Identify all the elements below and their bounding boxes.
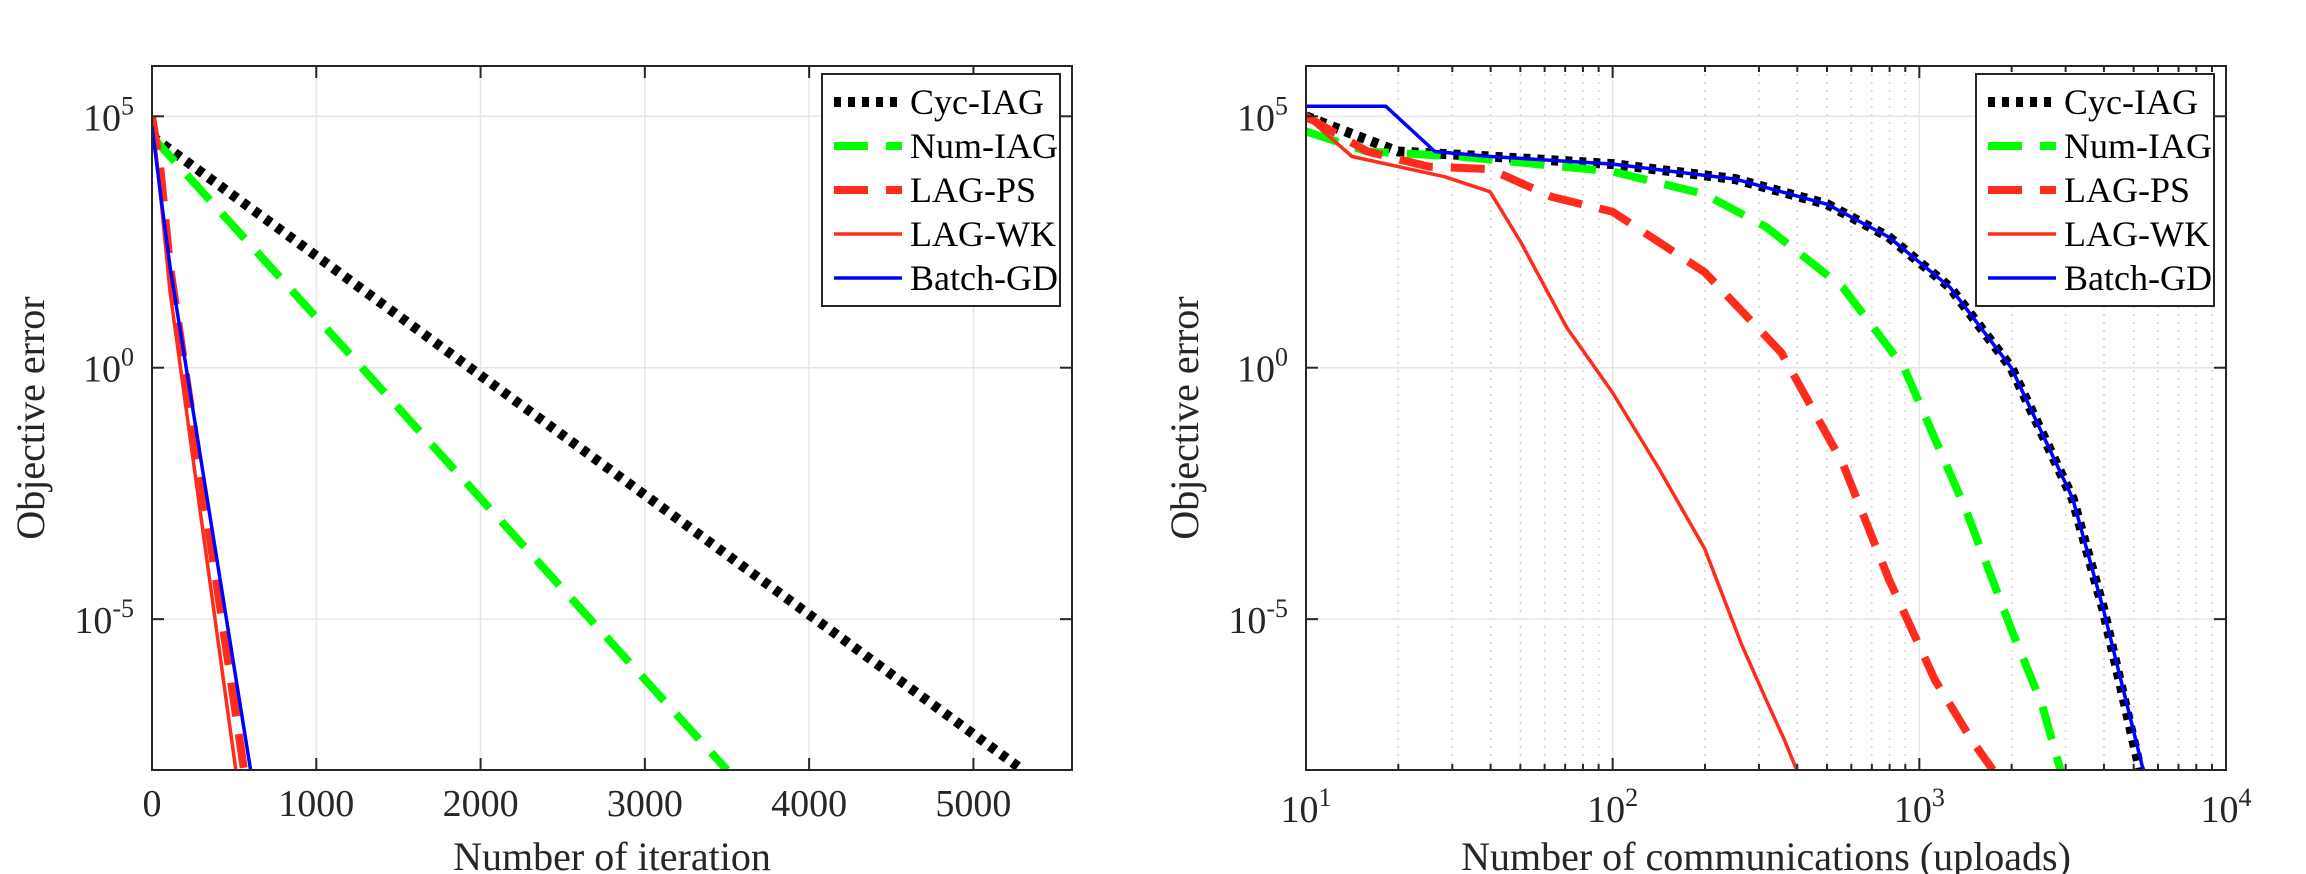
legend-label: Num-IAG — [2064, 126, 2212, 166]
y-tick-label: 10-5 — [1228, 594, 1288, 642]
y-tick-label: 105 — [1237, 91, 1288, 139]
x-tick-label: 2000 — [443, 783, 519, 825]
y-axis-label: Objective error — [8, 296, 53, 539]
series-line-batch-gd — [152, 126, 253, 770]
tick-marks — [1305, 66, 2227, 770]
tick-marks — [151, 66, 1072, 770]
legend-label: LAG-WK — [910, 214, 1056, 254]
legend-label: Batch-GD — [2064, 258, 2212, 298]
axes-box — [151, 65, 1073, 771]
legend-label: Batch-GD — [910, 258, 1058, 298]
y-tick-label: 100 — [83, 343, 134, 391]
y-tick-label: 10-5 — [74, 594, 134, 642]
x-tick-label: 0 — [143, 783, 162, 825]
series-group — [152, 115, 1026, 770]
x-tick-label: 4000 — [771, 783, 847, 825]
x-tick-label: 102 — [1587, 783, 1638, 831]
x-tick-label: 1000 — [278, 783, 354, 825]
x-tick-label: 104 — [2201, 783, 2252, 831]
legend-label: LAG-PS — [2064, 170, 2190, 210]
x-tick-label: 5000 — [935, 783, 1011, 825]
legend-label: Cyc-IAG — [910, 82, 1044, 122]
x-tick-label: 103 — [1894, 783, 1945, 831]
chart-panel-1: 0 1000 2000 3000 4000 5000 105 100 10-5 Number of… — [8, 65, 1073, 874]
y-tick-label: 105 — [83, 91, 134, 139]
series-group — [1306, 104, 2145, 770]
y-axis-label: Objective error — [1162, 296, 1207, 539]
x-tick-label: 3000 — [607, 783, 683, 825]
series-line-cyc-iag — [152, 132, 1026, 770]
grid — [1305, 66, 2227, 770]
chart-panel-2: 101 102 103 104 105 100 10-5 Number of communic… — [1162, 65, 2252, 874]
axes-box — [1305, 65, 2227, 771]
legend-label: LAG-WK — [2064, 214, 2210, 254]
x-axis-label: Number of communications (uploads) — [1461, 834, 2071, 874]
series-line-lag-ps — [1306, 112, 1997, 770]
legend-label: LAG-PS — [910, 170, 1036, 210]
legend-label: Num-IAG — [910, 126, 1058, 166]
x-axis-label: Number of iteration — [453, 834, 771, 874]
legend-label: Cyc-IAG — [2064, 82, 2198, 122]
series-line-num-iag — [152, 133, 730, 770]
x-tick-label: 101 — [1281, 783, 1332, 831]
y-tick-label: 100 — [1237, 343, 1288, 391]
series-line-num-iag — [1306, 127, 2065, 770]
series-line-batch-gd — [1306, 104, 2145, 770]
series-line-lag-wk — [1306, 114, 1799, 770]
